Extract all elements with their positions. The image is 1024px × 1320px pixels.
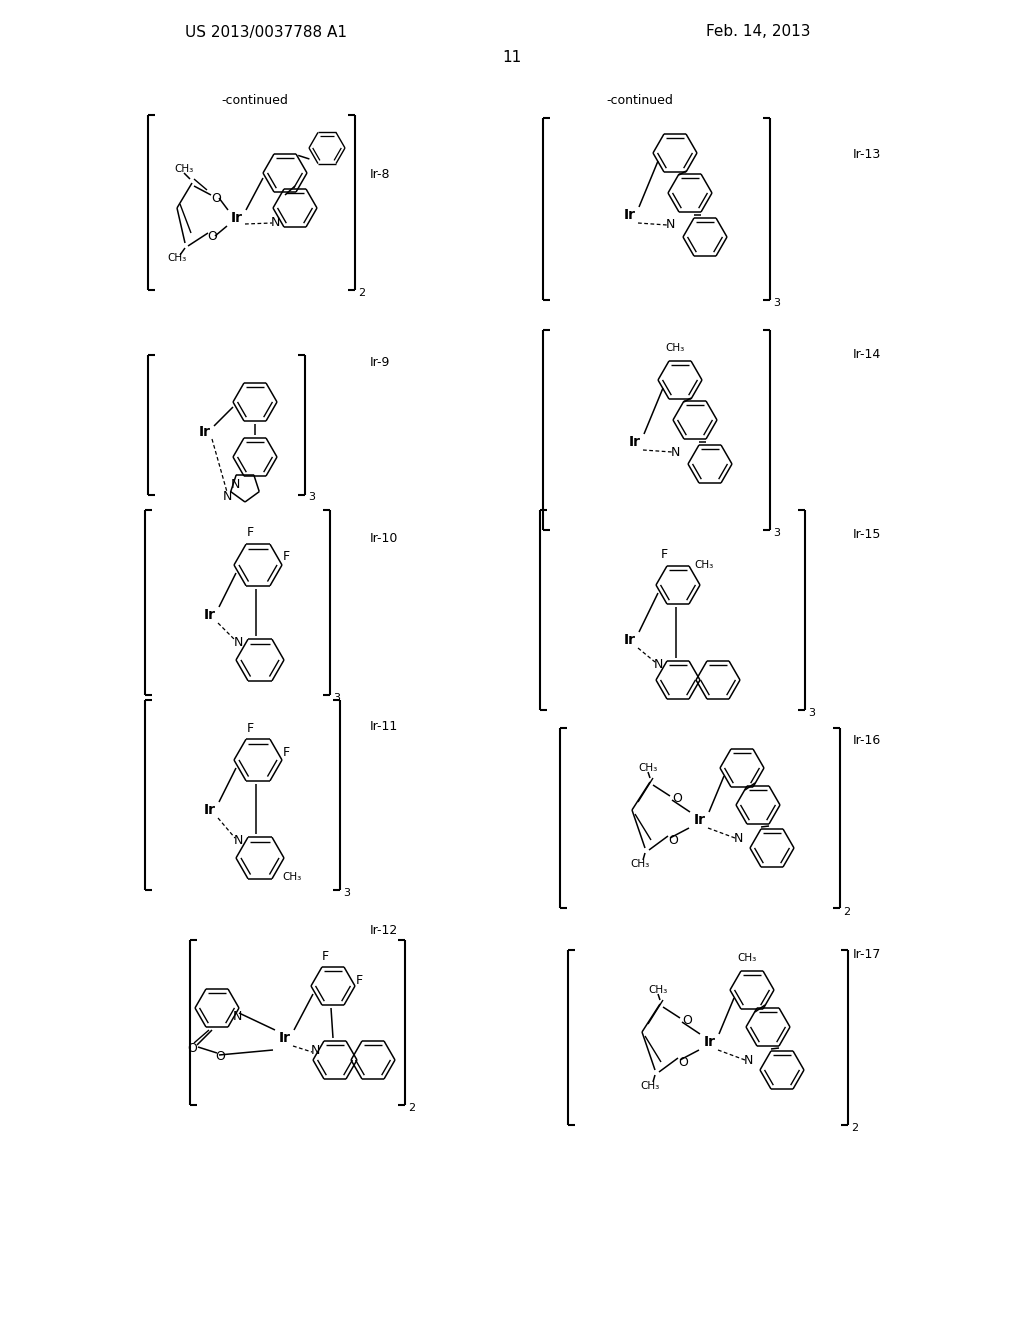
Text: CH₃: CH₃ — [737, 953, 757, 964]
Text: Ir-11: Ir-11 — [370, 719, 398, 733]
Text: F: F — [247, 527, 254, 540]
Text: US 2013/0037788 A1: US 2013/0037788 A1 — [185, 25, 347, 40]
Text: CH₃: CH₃ — [694, 560, 714, 570]
Text: Ir: Ir — [204, 609, 216, 622]
Text: Ir: Ir — [199, 425, 211, 440]
Text: Feb. 14, 2013: Feb. 14, 2013 — [706, 25, 810, 40]
Text: F: F — [322, 949, 329, 962]
Text: Ir: Ir — [624, 634, 636, 647]
Text: N: N — [733, 832, 742, 845]
Text: Ir: Ir — [204, 803, 216, 817]
Text: N: N — [222, 491, 231, 503]
Text: O: O — [207, 230, 217, 243]
Text: N: N — [743, 1053, 753, 1067]
Text: F: F — [283, 550, 290, 564]
Text: -continued: -continued — [221, 94, 289, 107]
Text: 3: 3 — [773, 528, 780, 539]
Text: N: N — [270, 216, 280, 230]
Text: 11: 11 — [503, 50, 521, 66]
Text: Ir: Ir — [705, 1035, 716, 1049]
Text: CH₃: CH₃ — [283, 873, 302, 882]
Text: Ir: Ir — [624, 209, 636, 222]
Text: 3: 3 — [308, 492, 315, 502]
Text: Ir-12: Ir-12 — [370, 924, 398, 936]
Text: F: F — [355, 974, 362, 987]
Text: N: N — [653, 659, 663, 672]
Text: Ir-8: Ir-8 — [370, 169, 390, 181]
Text: Ir: Ir — [629, 436, 641, 449]
Text: 2: 2 — [408, 1104, 415, 1113]
Text: CH₃: CH₃ — [638, 763, 657, 774]
Text: O: O — [672, 792, 682, 804]
Text: O: O — [682, 1014, 692, 1027]
Text: N: N — [233, 833, 243, 846]
Text: O: O — [187, 1043, 197, 1056]
Text: -continued: -continued — [606, 94, 674, 107]
Text: CH₃: CH₃ — [174, 164, 194, 174]
Text: O: O — [211, 191, 221, 205]
Text: F: F — [247, 722, 254, 734]
Text: Ir-17: Ir-17 — [853, 949, 882, 961]
Text: Ir-9: Ir-9 — [370, 355, 390, 368]
Text: N: N — [233, 636, 243, 649]
Text: CH₃: CH₃ — [167, 253, 186, 263]
Text: O: O — [678, 1056, 688, 1068]
Text: CH₃: CH₃ — [666, 343, 685, 352]
Text: N: N — [671, 446, 680, 458]
Text: N: N — [666, 219, 675, 231]
Text: 3: 3 — [808, 708, 815, 718]
Text: O: O — [215, 1051, 225, 1064]
Text: N: N — [232, 1010, 242, 1023]
Text: N: N — [230, 478, 240, 491]
Text: 2: 2 — [358, 288, 366, 298]
Text: Ir-16: Ir-16 — [853, 734, 882, 747]
Text: Ir: Ir — [279, 1031, 291, 1045]
Text: CH₃: CH₃ — [640, 1081, 659, 1092]
Text: 2: 2 — [843, 907, 850, 917]
Text: 3: 3 — [333, 693, 340, 704]
Text: N: N — [310, 1044, 319, 1056]
Text: 2: 2 — [851, 1123, 858, 1133]
Text: CH₃: CH₃ — [648, 985, 668, 995]
Text: Ir: Ir — [231, 211, 243, 224]
Text: CH₃: CH₃ — [631, 859, 649, 869]
Text: Ir-10: Ir-10 — [370, 532, 398, 544]
Text: Ir-14: Ir-14 — [853, 348, 882, 362]
Text: Ir-13: Ir-13 — [853, 149, 882, 161]
Text: 3: 3 — [773, 298, 780, 308]
Text: Ir: Ir — [694, 813, 706, 828]
Text: F: F — [660, 549, 668, 561]
Text: F: F — [283, 746, 290, 759]
Text: 3: 3 — [343, 888, 350, 898]
Text: Ir-15: Ir-15 — [853, 528, 882, 541]
Text: O: O — [668, 833, 678, 846]
